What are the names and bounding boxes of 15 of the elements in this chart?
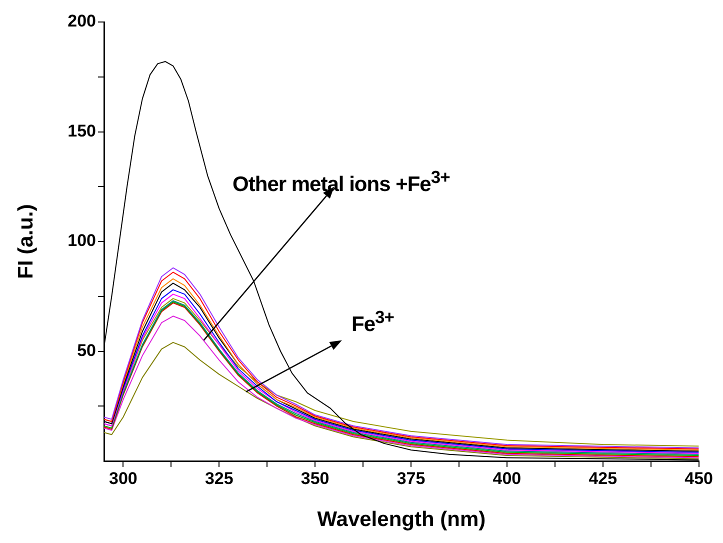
x-tick-label: 350: [300, 468, 330, 488]
y-tick-label: 200: [68, 12, 96, 31]
annotation: Other metal ions +Fe$^{3+}$: [232, 166, 450, 197]
y-tick-label: 150: [68, 121, 96, 140]
x-axis-title: Wavelength (nm): [317, 508, 486, 532]
x-tick-label: 450: [684, 468, 714, 488]
x-tick-label: 375: [396, 468, 426, 488]
x-tick-label: 400: [492, 468, 522, 488]
annotation: Fe$^{3+}$: [352, 307, 394, 338]
x-tick-label: 425: [588, 468, 618, 488]
x-tick-label: 325: [204, 468, 234, 488]
y-axis-title: FI (a.u.): [14, 204, 38, 279]
x-tick-label: 300: [109, 468, 138, 488]
y-tick-label: 50: [77, 340, 96, 360]
y-tick-label: 100: [68, 231, 96, 250]
